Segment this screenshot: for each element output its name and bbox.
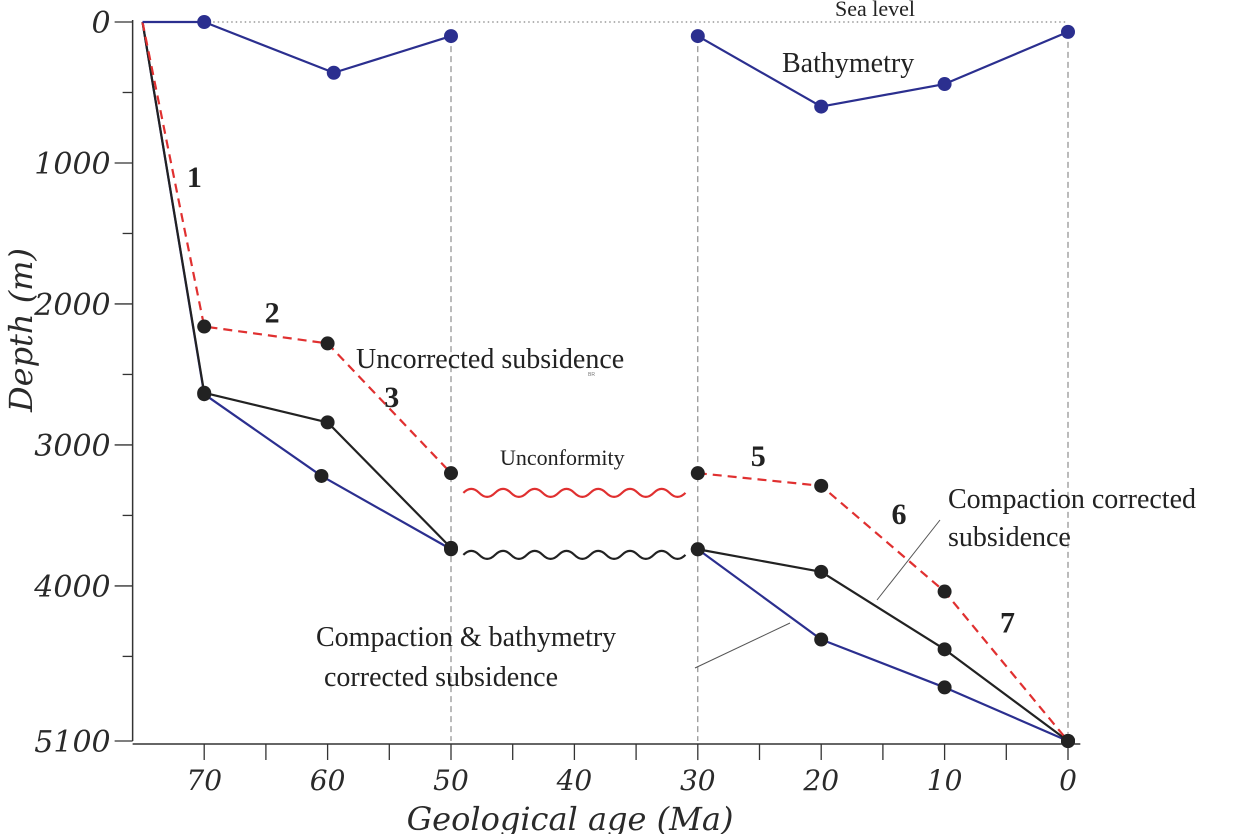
bathymetry-point [937,77,952,92]
compaction-corrected-point [197,385,212,400]
bathymetry-point [814,99,829,114]
both-corrected-label-line1: Compaction & bathymetry [316,622,616,653]
segment-number-label: 3 [384,381,399,414]
x-tick-label: 50 [433,764,469,797]
compaction-corrected-point [937,642,952,657]
bathymetry-point [1061,24,1075,39]
x-tick-label: 30 [680,764,716,797]
y-tick-label: 4000 [33,570,110,605]
annotation-labels: Sea level Bathymetry Uncorrected subside… [2,0,1196,834]
segment-number-label: 1 [187,161,202,194]
sea-level-label: Sea level [835,0,915,21]
uncorrected-line [141,21,452,474]
segment-number-label: 5 [751,440,766,473]
both-corrected-line [141,21,452,551]
y-tick-label: 3000 [34,429,110,464]
bathymetry-line [697,30,1069,108]
x-tick-label: 70 [186,764,222,797]
compaction-corrected-point [320,415,335,430]
uncorrected-point [814,478,829,493]
y-tick-label: 0 [92,6,111,41]
compaction-corrected-point [690,542,705,557]
compaction-corrected-point [444,540,458,555]
unconformity-label: Unconformity [500,445,625,470]
bathymetry-label: Bathymetry [782,48,914,79]
segment-number-label: 6 [891,498,906,531]
x-tick-label: 60 [310,764,346,797]
segment-number-label: 7 [1000,606,1015,639]
y-tick-label: 2000 [33,288,110,323]
x-tick-label: 20 [802,764,839,797]
br-mark: BR [588,372,595,378]
uncorrected-point [197,319,212,334]
compaction-corrected-line [141,21,452,549]
unconformity-wave-black [462,549,687,560]
bathymetry-point [690,29,705,44]
both-corrected-leader-line [694,622,791,669]
uncorrected-label: Uncorrected subsidence [356,344,624,375]
uncorrected-point [444,466,458,481]
vertical-guides [204,21,1069,741]
bathymetry-line [142,20,452,74]
both-corrected-label-line2: corrected subsidence [324,662,558,693]
bathymetry-point [197,15,212,29]
compaction-leader-line [876,519,941,601]
x-tick-label: 40 [556,764,593,797]
both-corrected-point [314,468,329,483]
y-axis-title: Depth (m) [2,248,40,413]
y-tick-label: 1000 [34,147,110,182]
both-corrected-line [697,548,1069,743]
both-corrected-point [937,680,952,695]
compaction-label-line2: subsidence [948,522,1071,553]
axes: 0 1000 2000 3000 4000 5100 70 60 50 40 30 20 10 0 [33,6,1081,797]
bathymetry-point [444,29,458,44]
x-axis-title: Geological age (Ma) [407,800,734,834]
both-corrected-point [814,632,829,647]
bathymetry-point [326,65,341,80]
compaction-corrected-point [814,564,829,579]
segment-number-label: 2 [265,296,280,329]
uncorrected-point [1061,734,1075,748]
y-tick-label: 5100 [34,725,110,760]
uncorrected-point [690,466,705,481]
plot-area [141,15,1075,748]
compaction-label-line1: Compaction corrected [948,484,1196,515]
x-tick-label: 0 [1059,764,1077,797]
unconformity-wave-red [462,487,687,498]
compaction-corrected-line [697,548,1069,742]
uncorrected-point [320,336,335,351]
uncorrected-point [937,584,952,599]
uncorrected-line [697,472,1069,742]
x-tick-label: 10 [927,764,963,797]
